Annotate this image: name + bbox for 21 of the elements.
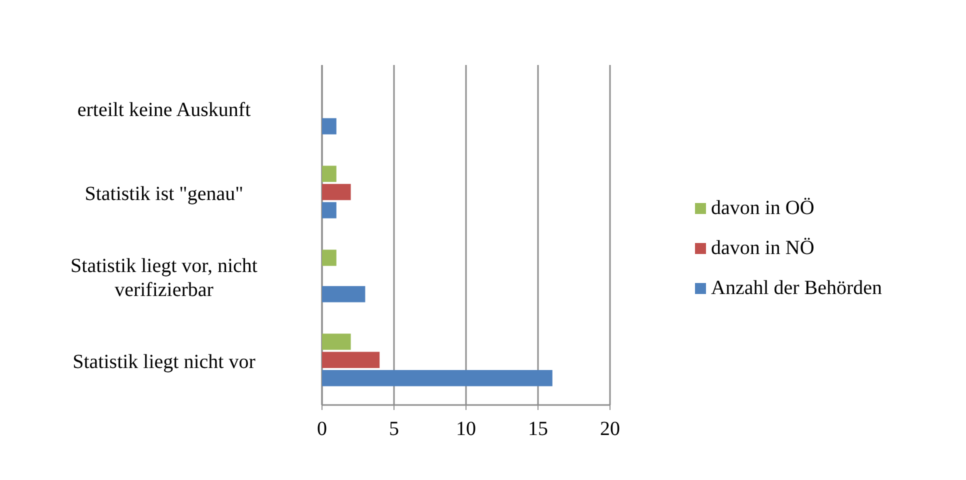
bar [322, 202, 336, 218]
bar [322, 184, 351, 200]
legend-label: davon in OÖ [711, 197, 814, 219]
y-tick-label: Statistik liegt nicht vor [72, 350, 256, 373]
bar [322, 166, 336, 182]
x-tick-label: 0 [317, 418, 327, 440]
bar [322, 334, 351, 350]
bar [322, 286, 366, 302]
x-tick-label: 10 [456, 418, 476, 440]
y-tick-label: Statistik ist "genau" [84, 183, 244, 206]
legend-label: davon in NÖ [711, 237, 814, 259]
x-tick-label: 5 [389, 418, 399, 440]
y-tick-label: Statistik liegt vor, nicht verifizierbar [70, 254, 258, 301]
y-tick-label: erteilt keine Auskunft [77, 99, 252, 122]
bar [322, 370, 552, 386]
x-tick-label: 15 [528, 418, 548, 440]
x-tick-label: 20 [600, 418, 620, 440]
bar [322, 118, 336, 134]
bar [322, 250, 336, 266]
bar [322, 352, 380, 368]
legend-label: Anzahl der Behörden [711, 277, 882, 299]
